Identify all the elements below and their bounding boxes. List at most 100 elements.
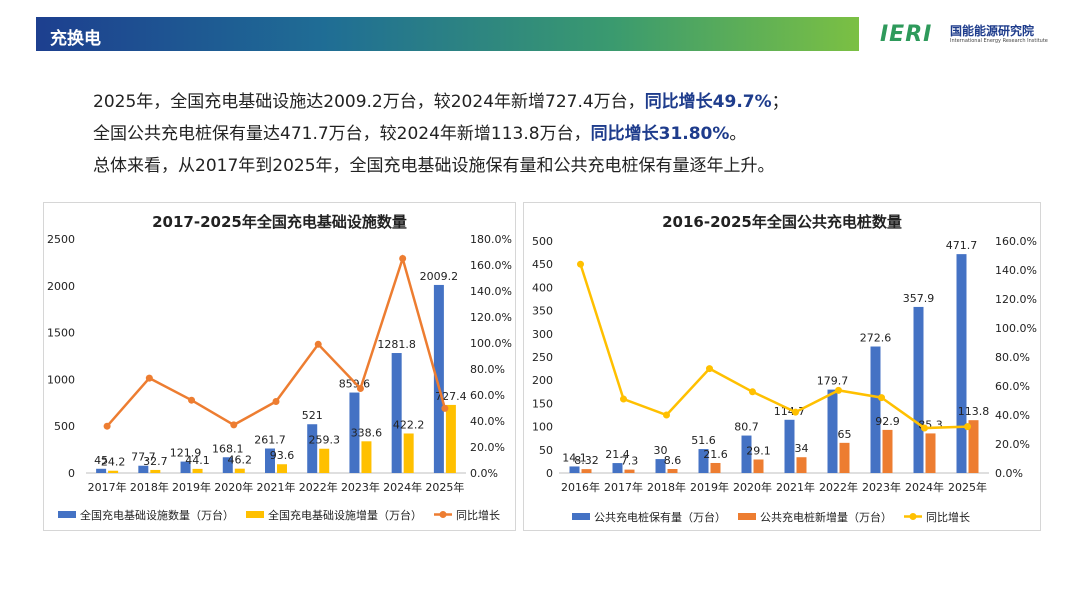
- bar: [234, 468, 245, 473]
- line-point: [314, 340, 322, 348]
- bar: [624, 469, 635, 473]
- bar: [319, 448, 330, 473]
- y-axis-tick-label: 0: [68, 467, 75, 480]
- legend-label: 同比增长: [926, 510, 970, 524]
- summary-line-2: 全国公共充电桩保有量达471.7万台，较2024年新增113.8万台，同比增长3…: [93, 118, 789, 150]
- y2-axis-tick-label: 20.0%: [995, 438, 1030, 451]
- line-point: [356, 385, 364, 392]
- bar: [870, 346, 881, 473]
- y-axis-tick-label: 300: [532, 328, 553, 341]
- x-axis-tick-label: 2025年: [948, 480, 987, 494]
- data-label: 21.6: [703, 448, 728, 461]
- x-axis-tick-label: 2020年: [214, 480, 253, 494]
- y-axis-tick-label: 400: [532, 281, 553, 294]
- data-label: 2009.2: [420, 270, 459, 283]
- chart-infrastructure-svg: 0 500 1000 1500 2000 2500 0.0% 20.0% 40.0% 60.0% 8…: [47, 233, 512, 522]
- y-axis-tick-label: 500: [54, 420, 75, 433]
- y2-axis-tick-label: 0.0%: [470, 467, 498, 480]
- data-label: 121.9: [170, 447, 202, 460]
- data-label: 93.6: [270, 449, 295, 462]
- bar: [445, 404, 456, 473]
- data-label: 8.32: [574, 454, 599, 467]
- data-label: 179.7: [817, 375, 849, 388]
- y2-axis-tick-label: 100.0%: [995, 322, 1037, 335]
- y2-axis-tick-label: 80.0%: [470, 363, 505, 376]
- legend-swatch-dot: [439, 511, 447, 518]
- data-label: 8.6: [664, 454, 682, 467]
- x-axis-tick-label: 2022年: [819, 480, 858, 494]
- summary-line-1: 2025年，全国充电基础设施达2009.2万台，较2024年新增727.4万台，…: [93, 86, 789, 118]
- line-point: [749, 388, 756, 396]
- y2-axis-tick-label: 100.0%: [470, 337, 512, 350]
- y2-axis-tick-label: 20.0%: [470, 441, 505, 454]
- y-axis-tick-label: 1500: [47, 327, 75, 340]
- line-point: [188, 396, 196, 404]
- y2-axis-tick-label: 0.0%: [995, 467, 1023, 480]
- data-label: 46.2: [228, 454, 253, 467]
- line-point: [145, 374, 153, 382]
- data-label: 45: [94, 454, 108, 467]
- y2-axis-tick-label: 140.0%: [995, 264, 1037, 277]
- legend-swatch: [58, 511, 76, 518]
- y2-axis-tick-label: 80.0%: [995, 351, 1030, 364]
- bar: [710, 462, 721, 473]
- y2-axis-tick-label: 160.0%: [995, 235, 1037, 248]
- page-title: 充换电: [50, 29, 101, 49]
- bar: [433, 284, 444, 473]
- line-point: [706, 365, 713, 373]
- legend-swatch-dot: [909, 513, 917, 520]
- data-label: 114.7: [774, 405, 806, 418]
- x-axis-tick-label: 2024年: [383, 480, 422, 494]
- x-axis-tick-label: 2018年: [130, 480, 169, 494]
- bar: [581, 469, 592, 473]
- bar: [882, 429, 893, 473]
- bar: [753, 459, 764, 473]
- bar: [698, 449, 709, 473]
- y2-axis-tick-label: 60.0%: [995, 380, 1030, 393]
- bar: [192, 468, 203, 473]
- summary-line-2-highlight: 同比增长31.80%: [590, 124, 730, 144]
- data-label: 357.9: [903, 292, 935, 305]
- data-label: 24.2: [101, 456, 126, 469]
- bar: [913, 306, 924, 473]
- data-label: 113.8: [958, 405, 990, 418]
- line-point: [921, 424, 928, 432]
- y2-axis-tick-label: 40.0%: [470, 415, 505, 428]
- bar: [265, 448, 275, 473]
- data-label: 14.1: [562, 451, 587, 464]
- y-axis-tick-label: 350: [532, 305, 553, 318]
- data-label: 92.9: [875, 415, 900, 428]
- data-label: 7.3: [621, 455, 639, 468]
- ieri-logo: IERI 国能能源研究院 International Energy Resear…: [880, 22, 1060, 48]
- data-label: 338.6: [351, 426, 383, 439]
- line-point: [663, 411, 670, 419]
- bar: [667, 469, 678, 473]
- x-axis-tick-label: 2021年: [776, 480, 815, 494]
- line-point: [792, 408, 799, 416]
- data-label: 422.2: [393, 418, 425, 431]
- line-point: [964, 423, 971, 431]
- line-point: [272, 398, 280, 405]
- bar: [361, 441, 372, 473]
- y2-axis-tick-label: 60.0%: [470, 389, 505, 402]
- line-point: [103, 422, 111, 430]
- line-point: [230, 421, 238, 429]
- x-axis-tick-label: 2024年: [905, 480, 944, 494]
- y2-axis-tick-label: 120.0%: [995, 293, 1037, 306]
- summary-line-1-highlight: 同比增长49.7%: [644, 92, 772, 112]
- y-axis-tick-label: 2500: [47, 233, 75, 246]
- y-axis-tick-label: 200: [532, 374, 553, 387]
- chart-panel-infrastructure: 2017-2025年全国充电基础设施数量 0 500 1000 1500 2000 250…: [43, 202, 516, 531]
- chart-title: 2016-2025年全国公共充电桩数量: [662, 213, 902, 231]
- legend-swatch: [738, 513, 756, 520]
- y2-axis-tick-label: 140.0%: [470, 285, 512, 298]
- y2-axis-tick-label: 120.0%: [470, 311, 512, 324]
- x-axis-tick-label: 2025年: [425, 480, 464, 494]
- bar: [827, 389, 838, 473]
- bar: [956, 254, 967, 473]
- legend-label: 公共充电桩保有量（万台）: [594, 510, 726, 524]
- y-axis-tick-label: 250: [532, 351, 553, 364]
- y-axis-tick-label: 100: [532, 421, 553, 434]
- bar: [108, 470, 119, 473]
- data-label: 168.1: [212, 442, 244, 455]
